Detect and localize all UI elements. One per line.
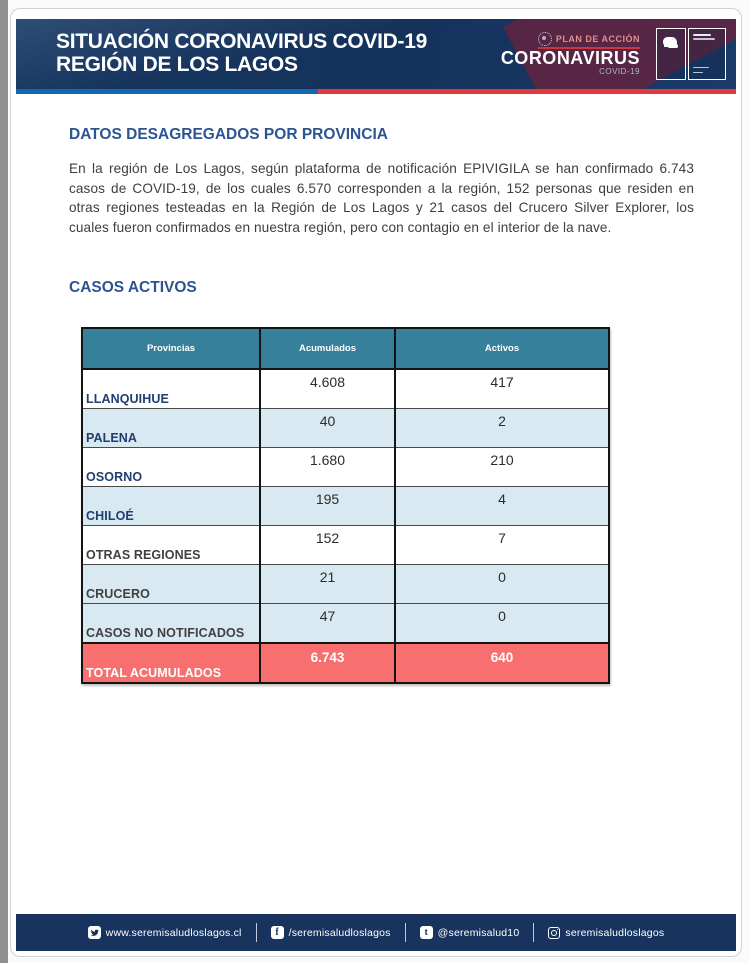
- column-header-acumulados: Acumulados: [259, 328, 395, 370]
- screenshot-edge: [0, 0, 8, 963]
- table-row: LLANQUIHUE 4.608 417: [82, 368, 609, 409]
- provincia-cell: CASOS NO NOTIFICADOS: [82, 603, 260, 643]
- column-header-activos: Activos: [394, 328, 609, 370]
- footer-social-facebook[interactable]: f/seremisaludloslagos: [270, 926, 391, 939]
- section-title-activos: CASOS ACTIVOS: [69, 279, 197, 296]
- section-title-provincia: DATOS DESAGREGADOS POR PROVINCIA: [69, 126, 388, 143]
- table-row: CASOS NO NOTIFICADOS 47 0: [82, 603, 609, 643]
- intro-paragraph: En la región de Los Lagos, según platafo…: [69, 161, 694, 235]
- table-row: OSORNO 1.680 210: [82, 447, 609, 487]
- footer-separator: [533, 923, 535, 942]
- acumulados-cell: 1.680: [259, 447, 395, 487]
- column-header-provincias: Provincias: [82, 328, 260, 370]
- footer-social-text: seremisaludloslagos: [565, 926, 665, 939]
- table-row: OTRAS REGIONES 152 7: [82, 525, 609, 565]
- stripe-blue: [16, 89, 319, 94]
- provincia-cell: CHILOÉ: [82, 486, 260, 526]
- coronavirus-brand: CORONAVIRUS: [500, 48, 640, 69]
- footer-bar: www.seremisaludloslagos.cl f/seremisaludl…: [16, 914, 736, 951]
- banner-title: SITUACIÓN CORONAVIRUS COVID-19 REGIÓN DE…: [56, 31, 427, 76]
- footer-social-text: www.seremisaludloslagos.cl: [105, 926, 242, 939]
- table-row: CRUCERO 21 0: [82, 564, 609, 604]
- acumulados-cell: 21: [259, 564, 395, 604]
- twitter-icon: [87, 926, 101, 939]
- table-row: PALENA 40 2: [82, 408, 609, 448]
- activos-cell: 2: [394, 408, 609, 448]
- acumulados-cell: 47: [259, 603, 395, 643]
- footer-social-text: @seremisalud10: [437, 926, 520, 939]
- banner-title-line2: REGIÓN DE LOS LAGOS: [56, 53, 298, 76]
- report-page: SITUACIÓN CORONAVIRUS COVID-19 REGIÓN DE…: [10, 8, 742, 957]
- footer-social-tumblr[interactable]: t @seremisalud10: [419, 926, 520, 939]
- activos-cell: 0: [394, 603, 609, 643]
- plan-label: PLAN DE ACCIÓN: [555, 34, 640, 45]
- provincia-cell: CRUCERO: [82, 564, 260, 604]
- acumulados-cell: 152: [259, 525, 395, 565]
- acumulados-cell: 40: [259, 408, 395, 448]
- activos-cell: 417: [394, 368, 609, 409]
- footer-social-text: /seremisaludloslagos: [288, 926, 391, 939]
- header-banner: SITUACIÓN CORONAVIRUS COVID-19 REGIÓN DE…: [16, 19, 736, 89]
- footer-social-instagram[interactable]: seremisaludloslagos: [548, 926, 665, 939]
- provincia-cell: LLANQUIHUE: [82, 368, 260, 409]
- covid19-sub: COVID-19: [599, 66, 640, 76]
- total-acumulados-cell: 6.743: [259, 642, 395, 683]
- total-activos-cell: 640: [394, 642, 609, 683]
- virus-icon: [537, 32, 552, 47]
- activos-cell: 4: [394, 486, 609, 526]
- escudo-icon: [663, 37, 677, 46]
- activos-cell: 0: [394, 564, 609, 604]
- activos-cell: 7: [394, 525, 609, 565]
- footer-separator: [404, 923, 406, 942]
- activos-cell: 210: [394, 447, 609, 487]
- provincia-cell: OTRAS REGIONES: [82, 525, 260, 565]
- stripe-red: [318, 89, 736, 94]
- facebook-icon: f: [270, 926, 284, 939]
- gobierno-logo: [656, 28, 726, 80]
- footer-separator: [255, 923, 257, 942]
- header-underline: [16, 89, 736, 94]
- table-row: CHILOÉ 195 4: [82, 486, 609, 526]
- total-label-cell: TOTAL ACUMULADOS: [82, 642, 260, 683]
- footer-links: www.seremisaludloslagos.cl f/seremisaludl…: [87, 923, 665, 942]
- acumulados-cell: 195: [259, 486, 395, 526]
- instagram-icon: [548, 926, 561, 939]
- tumblr-icon: t: [419, 926, 433, 939]
- casos-activos-table: Provincias Acumulados Activos LLANQUIHUE…: [81, 327, 610, 684]
- acumulados-cell: 4.608: [259, 368, 395, 409]
- table-total-row: TOTAL ACUMULADOS 6.743 640: [82, 642, 609, 683]
- gobierno-text-box: [688, 28, 726, 80]
- casos-table-body: LLANQUIHUE 4.608 417 PALENA 40 2 OSORNO 1.680 21…: [82, 368, 609, 683]
- banner-title-line1: SITUACIÓN CORONAVIRUS COVID-19: [56, 30, 427, 54]
- provincia-cell: OSORNO: [82, 447, 260, 487]
- plan-de-accion-logo: PLAN DE ACCIÓN CORONAVIRUS COVID-19: [501, 32, 640, 76]
- table-header-row: Provincias Acumulados Activos: [82, 328, 609, 370]
- provincia-cell: PALENA: [82, 408, 260, 448]
- footer-social-twitter[interactable]: www.seremisaludloslagos.cl: [87, 926, 242, 939]
- escudo-box: [656, 28, 686, 80]
